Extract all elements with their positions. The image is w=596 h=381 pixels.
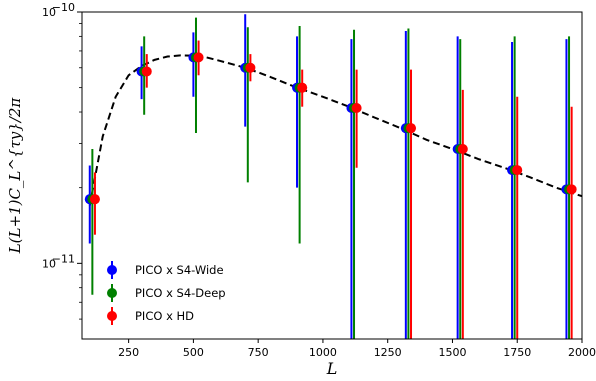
legend-label: PICO x S4-Wide: [135, 263, 224, 277]
legend: PICO x S4-Wide PICO x S4-Deep PICO x HD: [107, 261, 226, 325]
x-tick-label: 750: [248, 346, 269, 359]
data-point: [512, 165, 523, 176]
axes: 250 500 750 1000 1250 1500 1750 200010−1010−11L…: [6, 1, 596, 378]
data-point: [89, 194, 100, 205]
data-point: [457, 144, 468, 155]
legend-label: PICO x S4-Deep: [135, 286, 226, 300]
x-tick-label: 1000: [309, 346, 337, 359]
x-tick-label: 1750: [503, 346, 531, 359]
data-point: [193, 52, 204, 63]
data-point: [297, 82, 308, 93]
series-2: [93, 40, 573, 339]
x-axis-label: L: [326, 359, 338, 378]
series-points-1: [87, 52, 575, 205]
legend-marker: [107, 265, 117, 275]
data-point: [245, 62, 256, 73]
y-tick-exponent: −11: [52, 252, 75, 265]
data-point: [566, 184, 577, 195]
data-point: [141, 66, 152, 77]
model-curve: [88, 54, 582, 206]
x-tick-label: 1250: [374, 346, 402, 359]
x-tick-label: 250: [118, 346, 139, 359]
series-points-0: [84, 52, 572, 205]
legend-marker: [107, 311, 117, 321]
legend-label: PICO x HD: [135, 309, 194, 323]
y-tick-label: 10: [42, 6, 56, 19]
plot-frame: [81, 11, 583, 340]
data-point: [351, 102, 362, 113]
y-tick-exponent: −10: [52, 1, 75, 14]
plot-area: [84, 14, 582, 339]
x-tick-label: 2000: [568, 346, 596, 359]
series-points-2: [89, 52, 577, 205]
y-axis-label: L(L+1)C_L^{τy}/2π: [6, 97, 24, 255]
legend-marker: [107, 288, 117, 298]
x-tick-label: 500: [183, 346, 204, 359]
data-point: [406, 123, 417, 134]
x-tick-label: 1500: [438, 346, 466, 359]
y-tick-label: 10: [42, 257, 56, 270]
